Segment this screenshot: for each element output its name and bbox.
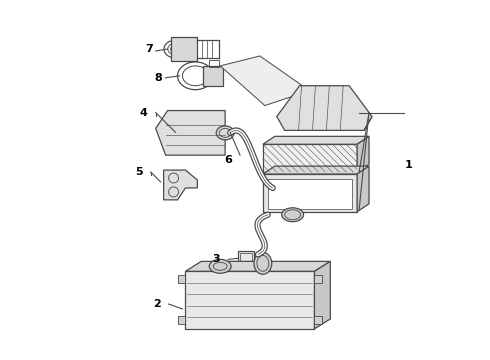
Ellipse shape [282, 208, 303, 222]
Polygon shape [315, 261, 330, 329]
Polygon shape [156, 111, 225, 155]
Bar [238, 251, 254, 264]
Text: 2: 2 [153, 299, 161, 309]
Polygon shape [357, 166, 369, 212]
Polygon shape [185, 261, 330, 271]
Polygon shape [203, 66, 223, 86]
Bar [177, 316, 185, 324]
Text: 4: 4 [140, 108, 147, 117]
Polygon shape [277, 86, 372, 130]
Polygon shape [268, 179, 352, 209]
Polygon shape [263, 166, 369, 174]
Polygon shape [357, 136, 369, 172]
Bar [177, 275, 185, 283]
Bar [263, 144, 357, 172]
Polygon shape [220, 56, 310, 105]
Text: 7: 7 [145, 44, 152, 54]
Polygon shape [185, 271, 315, 329]
Polygon shape [171, 37, 197, 61]
Polygon shape [263, 136, 369, 144]
Text: 6: 6 [224, 155, 232, 165]
Text: 5: 5 [135, 167, 143, 177]
Bar [315, 275, 322, 283]
Polygon shape [364, 117, 372, 130]
Bar [315, 316, 322, 324]
Text: 8: 8 [155, 73, 163, 83]
Polygon shape [164, 170, 197, 200]
Ellipse shape [254, 252, 272, 274]
Ellipse shape [216, 126, 234, 140]
Polygon shape [263, 174, 357, 212]
Bar [240, 253, 252, 262]
Text: 3: 3 [212, 255, 220, 264]
Ellipse shape [209, 260, 231, 273]
Bar [209, 60, 219, 67]
Text: 1: 1 [405, 160, 413, 170]
